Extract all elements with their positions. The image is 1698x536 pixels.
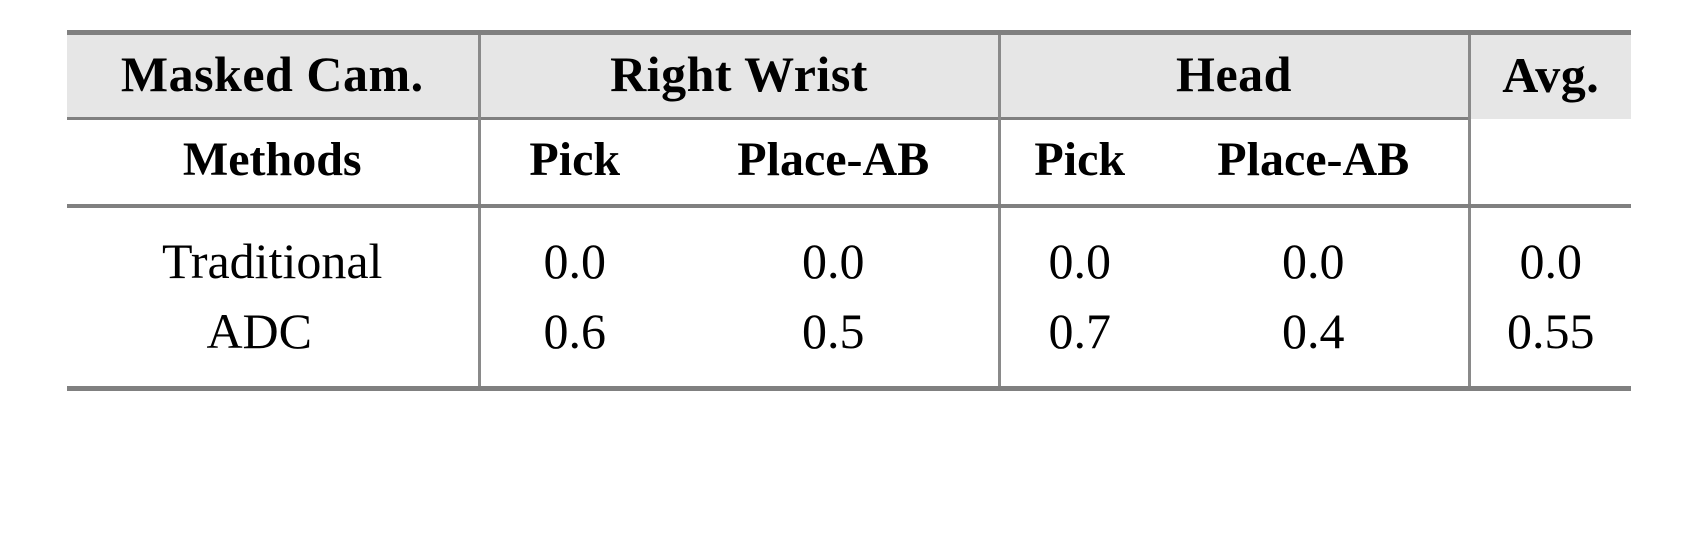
header-group-masked-cam: Masked Cam.	[67, 35, 479, 119]
mid-rule-seg-hd-pick	[999, 117, 1159, 121]
table-row: Traditional 0.0 0.0 0.0 0.0 0.0	[67, 208, 1631, 296]
cell-traditional-avg: 0.0	[1469, 208, 1631, 296]
row-label-adc: ADC	[206, 303, 313, 359]
table-header-group-row: Masked Cam. Right Wrist Head Avg.	[67, 35, 1631, 119]
subheader-right-wrist-place-ab: Place-AB	[669, 120, 999, 206]
table-subheader-row: Methods Pick Place-AB Pick Place-AB	[67, 120, 1631, 206]
subheader-head-pick: Pick	[997, 120, 1159, 206]
cell-method-traditional: Traditional	[67, 208, 479, 296]
results-table-container: Masked Cam. Right Wrist Head Avg. Method…	[67, 30, 1631, 500]
table-row: ADC 0.6 0.5 0.7 0.4 0.55	[67, 296, 1631, 389]
header-group-right-wrist: Right Wrist	[477, 35, 999, 119]
cell-traditional-right-wrist-place-ab: 0.0	[669, 208, 999, 296]
header-group-head: Head	[997, 35, 1469, 119]
subheader-head-place-ab: Place-AB	[1159, 120, 1471, 206]
cell-traditional-head-place-ab: 0.0	[1159, 208, 1471, 296]
mid-rule-seg-rw-pick	[479, 117, 669, 121]
cell-traditional-head-pick: 0.0	[997, 208, 1159, 296]
cell-method-adc: ADC	[67, 296, 479, 389]
mid-rule-seg-methods	[67, 117, 479, 121]
header-group-avg: Avg.	[1467, 35, 1631, 119]
table-bottom-rule	[67, 386, 1631, 393]
mid-rule-seg-rw-place	[669, 117, 999, 121]
row-label-traditional: Traditional	[162, 233, 383, 289]
table-mid-rule-partial	[67, 117, 1631, 121]
mid-rule-seg-hd-place	[1159, 117, 1469, 121]
results-table: Masked Cam. Right Wrist Head Avg. Method…	[67, 30, 1631, 393]
subheader-avg-empty	[1469, 120, 1631, 206]
subheader-methods: Methods	[67, 120, 479, 206]
table-top-rule	[67, 30, 1631, 37]
cell-adc-right-wrist-pick: 0.6	[477, 296, 669, 389]
bottom-rule-line	[67, 386, 1631, 393]
cell-adc-head-place-ab: 0.4	[1159, 296, 1471, 389]
subheader-right-wrist-pick: Pick	[477, 120, 669, 206]
cell-adc-right-wrist-place-ab: 0.5	[669, 296, 999, 389]
cell-traditional-right-wrist-pick: 0.0	[477, 208, 669, 296]
cell-adc-head-pick: 0.7	[997, 296, 1159, 389]
top-rule-line	[67, 30, 1631, 37]
cell-adc-avg: 0.55	[1469, 296, 1631, 389]
